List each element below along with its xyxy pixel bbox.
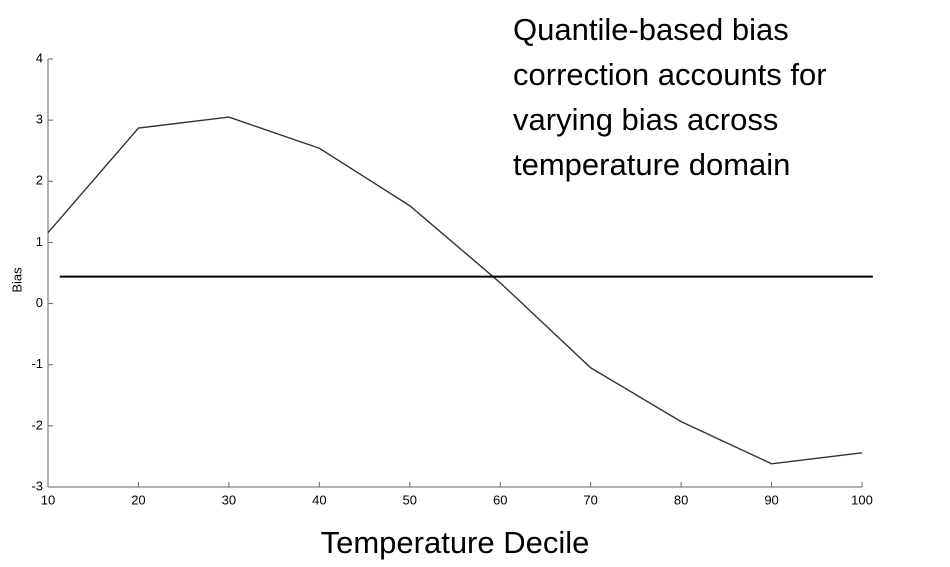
annotation: correction accounts for — [513, 57, 827, 92]
annotation: varying bias across — [513, 102, 778, 137]
x-tick-label: 40 — [312, 492, 326, 507]
data-line — [47, 116, 863, 465]
x-tick-label: 50 — [403, 492, 417, 507]
y-tick-label: 0 — [36, 295, 43, 310]
annotation: temperature domain — [513, 147, 790, 182]
x-tick-label: 90 — [764, 492, 778, 507]
y-tick-label: -2 — [31, 417, 43, 432]
y-tick-label: 2 — [36, 173, 43, 188]
y-tick-label: 4 — [36, 50, 43, 65]
y-tick-label: -1 — [31, 356, 43, 371]
x-tick-label: 20 — [131, 492, 145, 507]
y-tick-label: -3 — [31, 478, 43, 493]
x-tick-label: 10 — [41, 492, 55, 507]
y-tick-label: 3 — [36, 112, 43, 127]
y-axis-label: Bias — [9, 267, 24, 293]
x-tick-label: 30 — [222, 492, 236, 507]
x-tick-label: 60 — [493, 492, 507, 507]
y-tick-label: 1 — [36, 234, 43, 249]
x-tick-label: 70 — [583, 492, 597, 507]
x-tick-label: 80 — [674, 492, 688, 507]
x-tick-label: 100 — [851, 492, 873, 507]
annotation: Quantile-based bias — [513, 12, 789, 47]
x-axis-label: Temperature Decile — [321, 525, 590, 560]
